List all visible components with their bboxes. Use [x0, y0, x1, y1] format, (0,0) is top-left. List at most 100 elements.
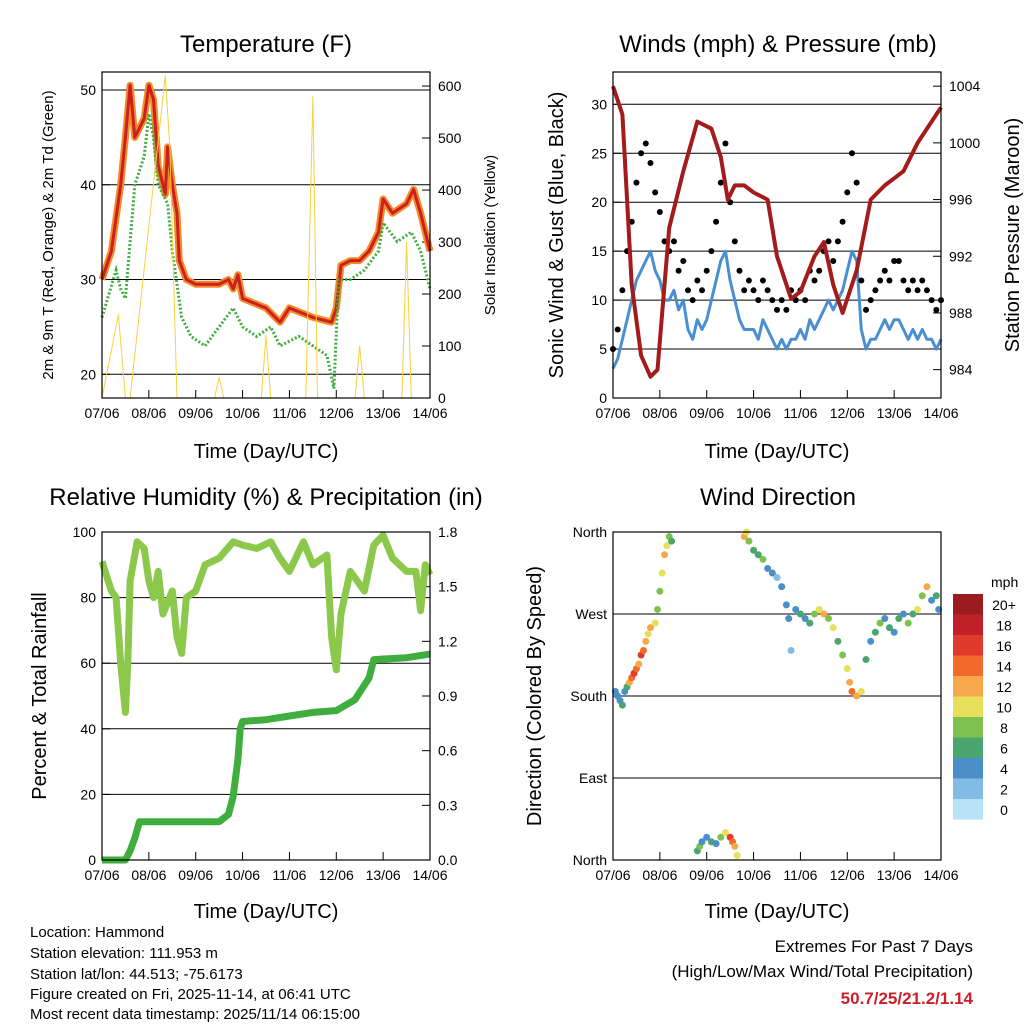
- wind-direction-point: [646, 624, 654, 632]
- wind-direction-point: [651, 619, 659, 627]
- winds-xtick-label: 14/06: [923, 405, 958, 421]
- gust-point: [741, 287, 748, 294]
- wind-direction-point: [635, 660, 643, 668]
- extremes-title: Extremes For Past 7 Days: [775, 937, 973, 956]
- legend-label: 4: [1000, 761, 1008, 777]
- winds-series-sonic-wind: [611, 249, 943, 370]
- wind-direction-point: [876, 619, 884, 627]
- gust-point: [881, 267, 888, 274]
- temp-xtick-label: 07/06: [84, 405, 119, 421]
- winds-ytick-right-label: 996: [949, 192, 973, 208]
- temp-ylabel-right: Solar Insolation (Yellow): [482, 155, 499, 315]
- wd-ylabel: Direction (Colored By Speed): [524, 566, 546, 826]
- legend-label: 10: [996, 700, 1012, 716]
- wind-direction-point: [806, 619, 814, 627]
- rh-ytick-label: 80: [80, 590, 96, 606]
- gust-point: [886, 277, 893, 284]
- gust-point: [905, 287, 912, 294]
- temp-ytick-label: 20: [80, 366, 96, 382]
- gust-point: [863, 306, 870, 313]
- gust-point: [722, 140, 729, 147]
- rh-xtick-label: 10/06: [225, 867, 260, 883]
- gust-point: [656, 208, 663, 215]
- legend-swatch: [953, 676, 983, 697]
- wind-direction-point: [642, 637, 650, 645]
- wind-direction-point: [703, 833, 711, 841]
- wind-direction-point: [871, 628, 879, 636]
- gust-point: [928, 297, 935, 304]
- wd-title: Wind Direction: [700, 484, 856, 511]
- legend-swatch: [953, 758, 983, 779]
- gust-point: [769, 297, 776, 304]
- gust-point: [680, 257, 687, 264]
- rh-ytick-label: 40: [80, 721, 96, 737]
- legend-swatch: [953, 594, 983, 615]
- wd-xtick-label: 08/06: [642, 867, 677, 883]
- gust-point: [844, 189, 851, 196]
- wind-direction-point: [750, 546, 758, 554]
- info-location: Location: Hammond: [30, 924, 164, 941]
- extremes-values: 50.7/25/21.2/1.14: [841, 989, 974, 1008]
- temp-ytick-right-label: 100: [438, 338, 462, 354]
- temp-ytick-label: 30: [80, 272, 96, 288]
- info-elevation: Station elevation: 111.953 m: [30, 945, 218, 962]
- gust-point: [699, 287, 706, 294]
- gust-point: [825, 238, 832, 245]
- legend-label: 16: [996, 638, 1012, 654]
- gust-point: [717, 179, 724, 186]
- wind-direction-point: [923, 583, 931, 591]
- gust-point: [755, 297, 762, 304]
- wind-direction-point: [658, 569, 666, 577]
- wind-direction-point: [731, 842, 739, 850]
- gust-point: [736, 267, 743, 274]
- winds-ytick-right-label: 992: [949, 248, 973, 264]
- wind-direction-point: [787, 646, 795, 654]
- gust-point: [802, 297, 809, 304]
- rh-xtick-label: 09/06: [178, 867, 213, 883]
- wd-ytick-label: North: [573, 524, 607, 540]
- gust-point: [877, 277, 884, 284]
- gust-point: [891, 257, 898, 264]
- winds-title: Winds (mph) & Pressure (mb): [619, 31, 936, 58]
- rh-xlabel: Time (Day/UTC): [194, 901, 339, 923]
- wind-direction-point: [639, 646, 647, 654]
- rh-ytick-right-label: 0.0: [438, 852, 458, 868]
- gust-point: [694, 277, 701, 284]
- rh-xtick-label: 13/06: [366, 867, 401, 883]
- wind-direction-point: [698, 838, 706, 846]
- wind-direction-point: [782, 601, 790, 609]
- rh-frame: [101, 531, 431, 861]
- gust-point: [647, 160, 654, 167]
- wind-direction-point: [846, 678, 854, 686]
- legend-label: 18: [996, 618, 1012, 634]
- wind-direction-point: [843, 665, 851, 673]
- gust-point: [614, 326, 621, 333]
- winds-xtick-label: 12/06: [830, 405, 865, 421]
- wind-direction-point: [668, 537, 676, 545]
- winds-xtick-label: 10/06: [736, 405, 771, 421]
- gust-point: [848, 150, 855, 157]
- wind-direction-point: [904, 619, 912, 627]
- temp-ytick-right-label: 500: [438, 130, 462, 146]
- wind-direction-point: [867, 637, 875, 645]
- wd-xtick-label: 14/06: [923, 867, 958, 883]
- winds-ytick-right-label: 988: [949, 305, 973, 321]
- wind-direction-point: [773, 574, 781, 582]
- gust-point: [839, 218, 846, 225]
- winds-xlabel: Time (Day/UTC): [705, 441, 850, 463]
- temp-xtick-label: 08/06: [131, 405, 166, 421]
- gust-point: [895, 257, 902, 264]
- info-recent: Most recent data timestamp: 2025/11/14 0…: [30, 1006, 360, 1023]
- wind-direction-point: [778, 583, 786, 591]
- gust-point: [933, 306, 940, 313]
- gust-point: [816, 267, 823, 274]
- gust-point: [834, 238, 841, 245]
- wind-direction-point: [853, 692, 861, 700]
- wind-direction-point: [768, 569, 776, 577]
- wind-direction-point: [656, 587, 664, 595]
- rh-xtick-label: 08/06: [131, 867, 166, 883]
- temp-xlabel: Time (Day/UTC): [194, 441, 339, 463]
- wind-direction-point: [932, 592, 940, 600]
